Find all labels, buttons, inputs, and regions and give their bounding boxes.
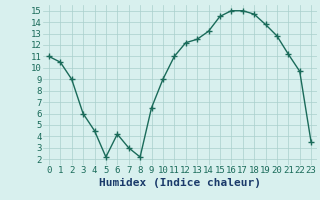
X-axis label: Humidex (Indice chaleur): Humidex (Indice chaleur) xyxy=(99,178,261,188)
